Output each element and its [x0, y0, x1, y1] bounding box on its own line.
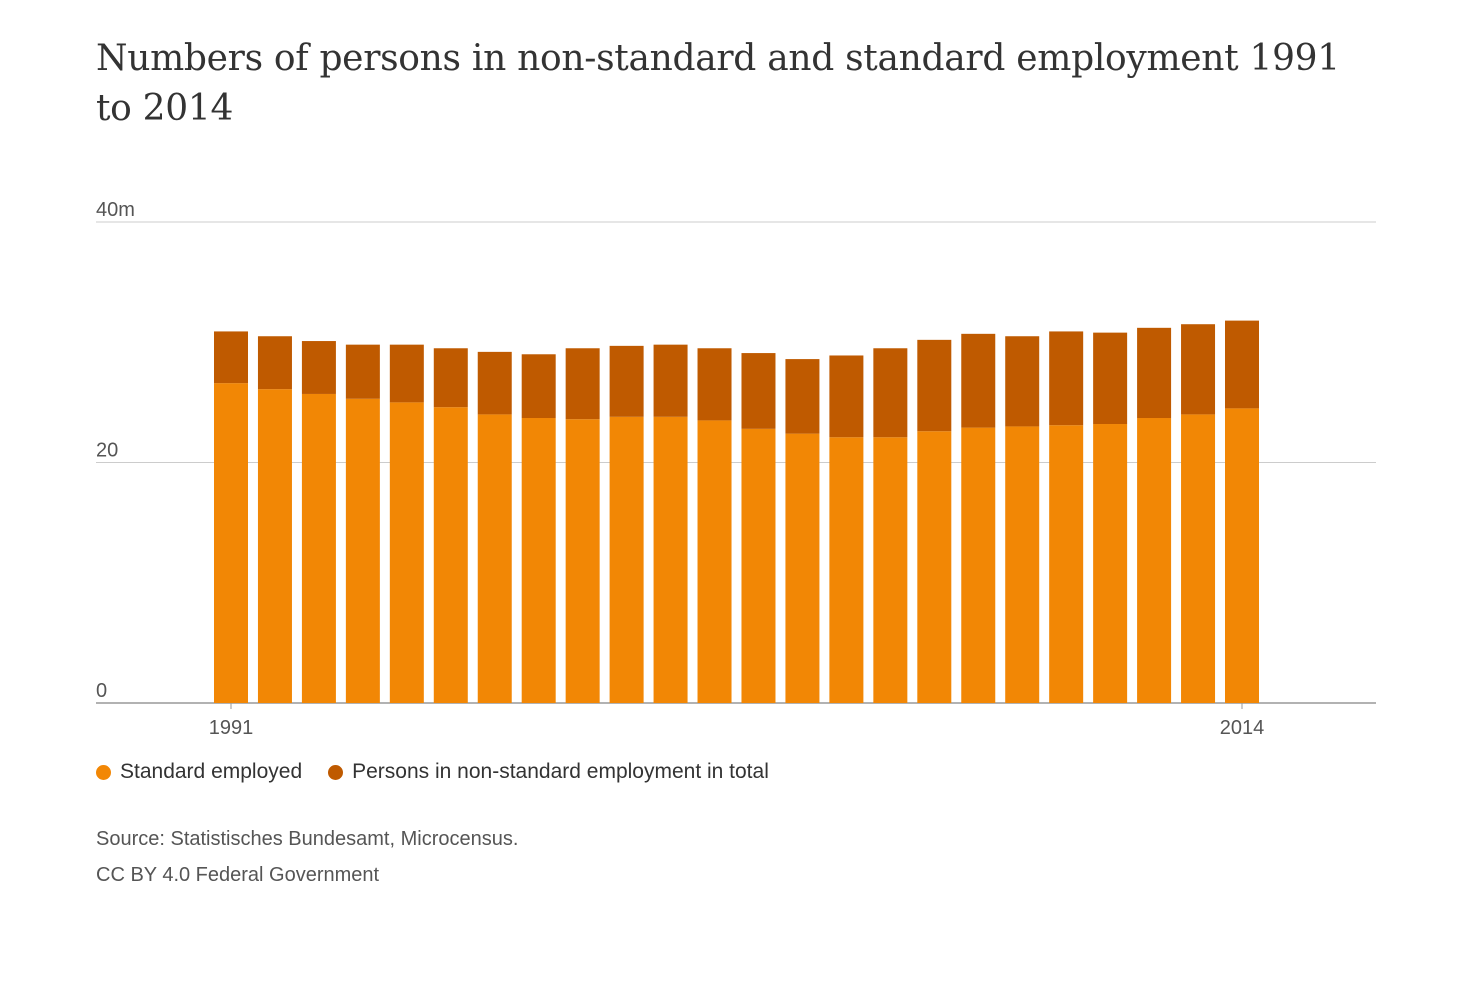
bar-non-standard-2001	[653, 344, 688, 417]
y-tick-label: 40m	[96, 199, 135, 221]
bar-non-standard-2002	[697, 348, 732, 421]
bar-standard-2012	[1137, 418, 1172, 703]
bar-standard-2002	[697, 420, 732, 703]
bar-non-standard-2003	[741, 353, 776, 429]
bar-standard-1993	[301, 393, 336, 703]
license-line: CC BY 4.0 Federal Government	[96, 864, 380, 886]
bar-standard-1994	[345, 398, 380, 703]
x-tick-label: 1991	[209, 717, 254, 739]
bar-standard-1996	[433, 407, 468, 703]
bar-non-standard-2013	[1181, 324, 1216, 415]
bar-standard-2008	[961, 427, 996, 703]
bar-non-standard-1991	[214, 331, 248, 384]
bar-standard-2006	[873, 437, 908, 703]
bar-non-standard-2009	[1005, 336, 1040, 427]
bar-standard-1997	[477, 414, 512, 703]
bar-non-standard-1998	[521, 354, 556, 419]
bar-non-standard-1999	[565, 348, 600, 420]
legend-label-standard-employed: Standard employed	[120, 760, 303, 783]
bar-non-standard-1996	[433, 348, 468, 408]
bar-non-standard-2014	[1225, 320, 1259, 409]
legend-swatch-non-standard-employment	[328, 764, 344, 780]
y-tick-label: 0	[96, 680, 107, 702]
bar-standard-1999	[565, 419, 600, 703]
bar-standard-1998	[521, 418, 556, 703]
legend-label-non-standard-employment: Persons in non-standard employment in to…	[352, 760, 769, 783]
bar-standard-2003	[741, 428, 776, 703]
bar-standard-2005	[829, 437, 864, 703]
bar-non-standard-1993	[301, 341, 336, 394]
bar-non-standard-2010	[1049, 331, 1084, 426]
source-note: Source: Statistisches Bundesamt, Microce…	[96, 821, 518, 893]
bar-standard-1995	[389, 402, 424, 703]
bar-non-standard-2011	[1093, 332, 1128, 425]
bar-non-standard-2012	[1137, 327, 1172, 419]
bar-standard-2000	[609, 416, 644, 703]
bar-standard-2007	[917, 431, 952, 703]
bar-non-standard-1992	[257, 336, 292, 390]
bar-standard-2004	[785, 433, 820, 703]
bar-standard-2013	[1181, 414, 1216, 703]
bar-standard-2001	[653, 416, 688, 703]
axes: 0 20 40m 1991 2014	[96, 199, 1264, 739]
source-line: Source: Statistisches Bundesamt, Microce…	[96, 828, 519, 850]
bar-non-standard-1994	[345, 344, 380, 399]
bar-non-standard-2007	[917, 339, 952, 432]
bar-non-standard-2000	[609, 345, 644, 417]
bars	[214, 320, 1259, 703]
bar-non-standard-2004	[785, 359, 820, 434]
bar-non-standard-1997	[477, 351, 512, 415]
bar-standard-2014	[1225, 408, 1259, 703]
stacked-bar-chart: 0 20 40m 1991 2014	[96, 199, 1376, 739]
legend-item-standard-employed: Standard employed	[96, 760, 302, 784]
chart-legend: Standard employed Persons in non-standar…	[96, 760, 795, 784]
bar-non-standard-2006	[873, 348, 908, 438]
bar-non-standard-1995	[389, 344, 424, 403]
bar-standard-1991	[214, 383, 248, 703]
bar-non-standard-2005	[829, 355, 864, 438]
bar-standard-2010	[1049, 425, 1084, 703]
legend-item-non-standard-employment: Persons in non-standard employment in to…	[328, 760, 769, 784]
bar-standard-1992	[257, 389, 292, 703]
chart-title: Numbers of persons in non-standard and s…	[96, 38, 1340, 129]
y-tick-label: 20	[96, 440, 118, 462]
x-tick-label: 2014	[1220, 717, 1265, 739]
bar-non-standard-2008	[961, 333, 996, 428]
bar-standard-2011	[1093, 424, 1128, 703]
legend-swatch-standard-employed	[96, 764, 111, 780]
bar-standard-2009	[1005, 426, 1040, 703]
